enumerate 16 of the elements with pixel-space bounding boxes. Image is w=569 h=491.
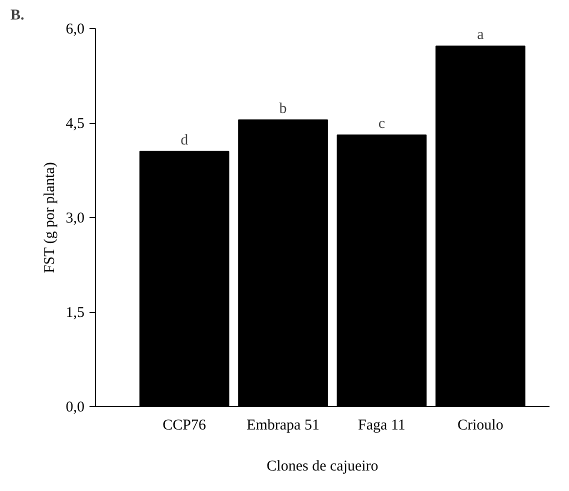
x-tick-label: CCP76 xyxy=(162,418,206,434)
y-tick-label: 3,0 xyxy=(66,210,84,226)
x-tick-label: Crioulo xyxy=(457,418,504,434)
y-tick-label: 0,0 xyxy=(66,400,84,416)
annotation: b xyxy=(279,100,287,117)
y-tick-label: 6,0 xyxy=(66,22,84,38)
y-tick-label: 4,5 xyxy=(66,116,84,132)
chart-title: B. xyxy=(10,8,25,24)
annotation: d xyxy=(180,132,189,148)
y-axis-title: FST (g por planta) xyxy=(42,162,58,274)
x-tick-label: Embrapa 51 xyxy=(246,418,320,434)
annotation: a xyxy=(477,27,484,44)
x-axis-title: Clones de cajueiro xyxy=(266,458,378,474)
y-tick-label: 1,5 xyxy=(66,305,84,321)
x-tick-label: Faga 11 xyxy=(358,418,406,434)
annotation: c xyxy=(378,116,386,132)
